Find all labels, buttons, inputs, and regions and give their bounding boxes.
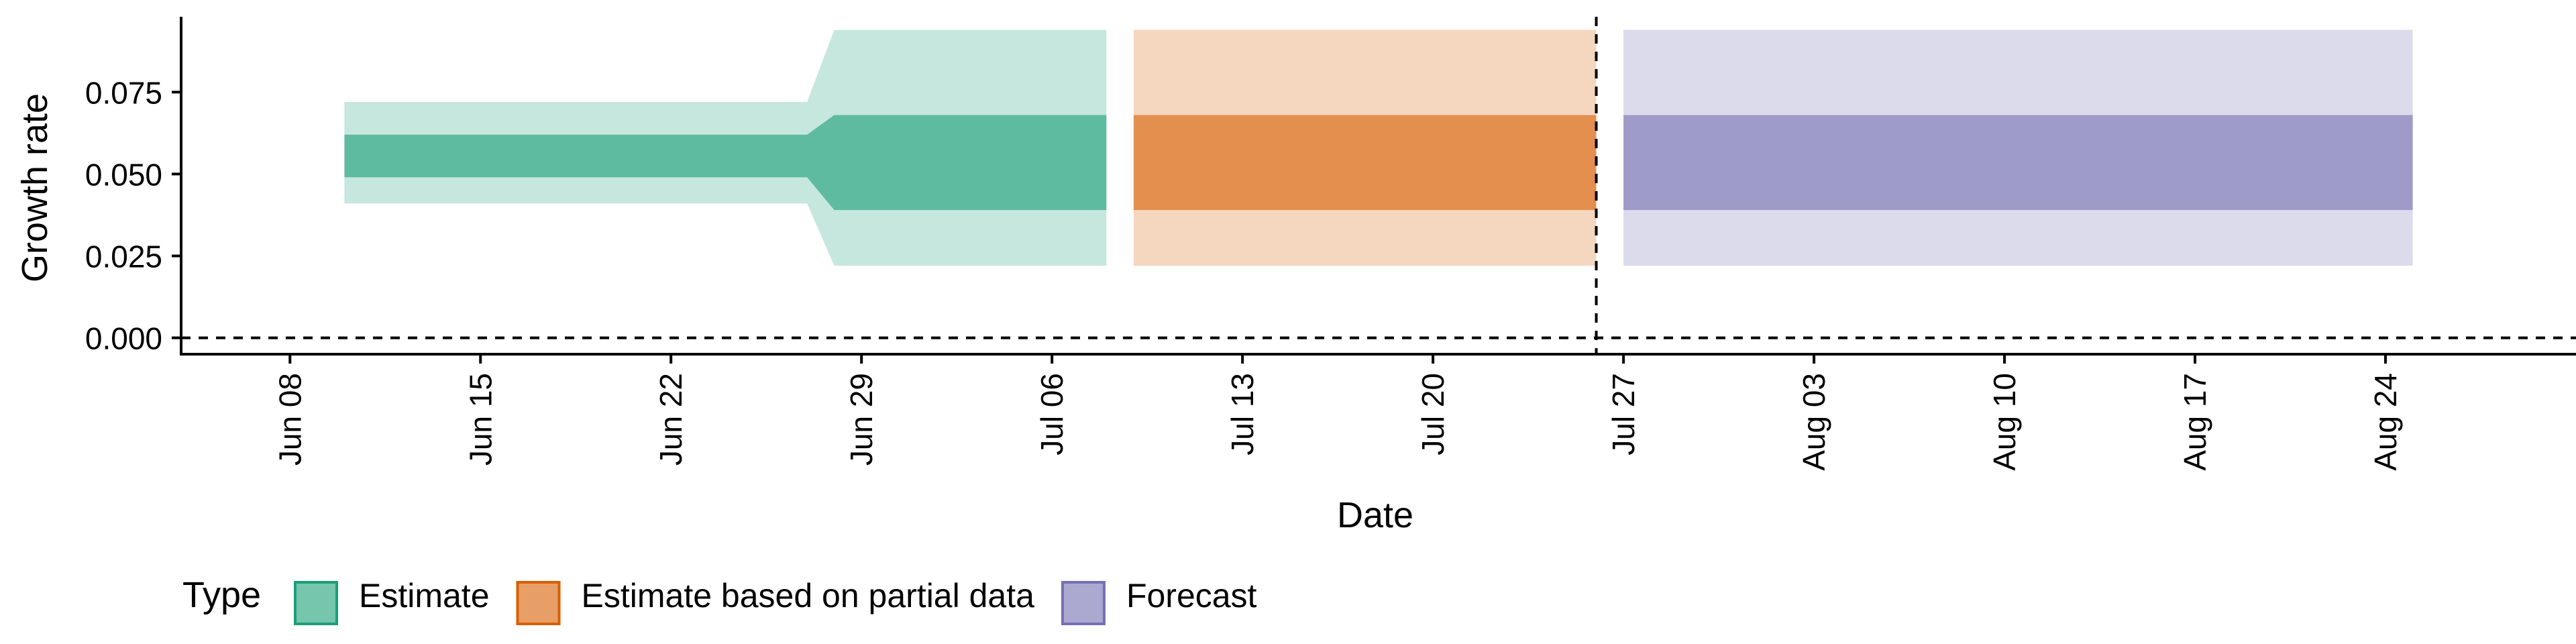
legend-key-0 (294, 581, 338, 625)
ribbon-50-1 (1133, 115, 1597, 211)
x-tick-label-7: Jul 27 (1606, 373, 1641, 455)
ribbon-layer (344, 30, 2413, 266)
x-tick-label-1: Jun 15 (463, 373, 498, 466)
x-tick-label-0: Jun 08 (272, 373, 307, 466)
x-tick-label-11: Aug 24 (2368, 373, 2403, 471)
x-tick-label-3: Jun 29 (844, 373, 879, 466)
x-tick-label-2: Jun 22 (653, 373, 688, 466)
legend-label-0: Estimate (359, 577, 490, 614)
y-tick-label-2: 0.050 (85, 157, 162, 192)
axes: 0.000 0.025 0.050 0.075 Jun 08 Jun 15 Jun 22 Ju… (85, 17, 2576, 471)
y-tick-label-3: 0.075 (85, 75, 162, 110)
x-axis-label: Date (1337, 495, 1413, 535)
legend-label-1: Estimate based on partial data (582, 577, 1035, 614)
legend: Type Estimate Estimate based on partial da… (182, 575, 1257, 625)
y-tick-label-0: 0.000 (85, 321, 162, 356)
x-tick-label-10: Aug 17 (2178, 373, 2212, 471)
ribbon-50-2 (1623, 115, 2413, 211)
ribbon-50-0 (344, 115, 1107, 211)
legend-label-2: Forecast (1126, 577, 1257, 614)
x-tick-label-4: Jul 06 (1034, 373, 1069, 455)
x-tick-label-8: Aug 03 (1796, 373, 1831, 471)
y-axis-label: Growth rate (15, 93, 55, 282)
legend-key-1 (516, 581, 561, 625)
x-tick-label-9: Aug 10 (1987, 373, 2022, 471)
reference-lines (181, 17, 2576, 354)
x-tick-label-5: Jul 13 (1225, 373, 1260, 455)
x-tick-label-6: Jul 20 (1415, 373, 1450, 455)
legend-title: Type (182, 575, 261, 615)
legend-key-2 (1061, 581, 1106, 625)
y-tick-label-1: 0.025 (85, 239, 162, 274)
